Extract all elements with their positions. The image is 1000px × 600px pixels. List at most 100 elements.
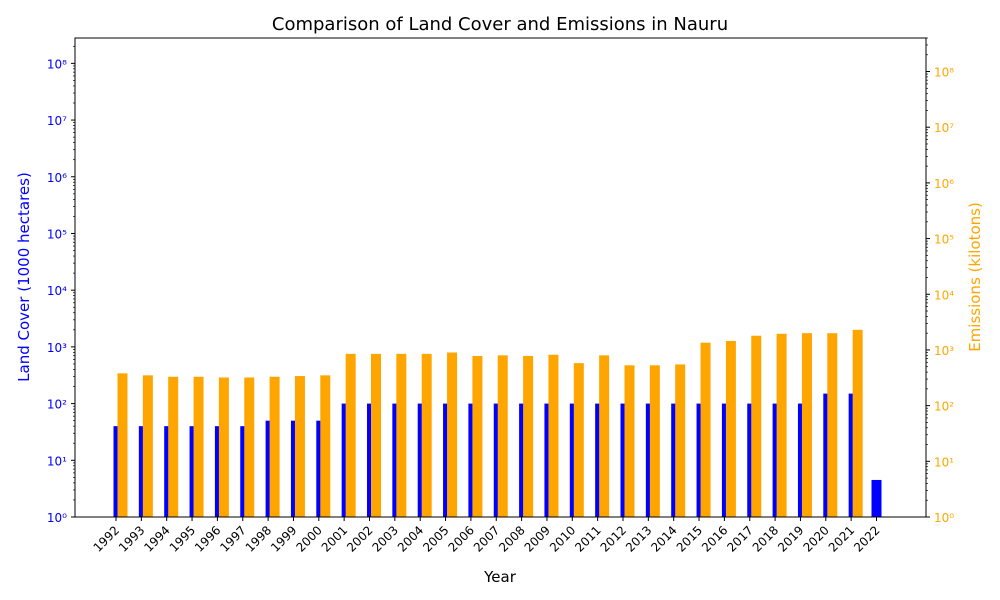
x-axis-tick-label: 2010 — [547, 523, 578, 554]
x-axis-tick-label: 2002 — [344, 523, 375, 554]
right-axis-tick-label: 10⁴ — [934, 288, 954, 302]
emissions-bar-2020 — [827, 333, 838, 517]
land-cover-bar-2002 — [367, 403, 372, 517]
x-axis-tick-label: 2008 — [496, 523, 527, 554]
land-cover-bar-2004 — [417, 403, 423, 517]
emissions-bar-2006 — [472, 355, 483, 517]
emissions-bar-2005 — [447, 352, 458, 517]
left-axis-tick-label: 10² — [47, 398, 67, 412]
right-axis-tick-label: 10² — [934, 400, 954, 414]
left-axis-tick-label: 10⁷ — [47, 114, 67, 128]
land-cover-bar-2022 — [871, 479, 882, 517]
emissions-bar-1994 — [168, 376, 179, 517]
land-cover-bar-2019 — [797, 403, 803, 517]
x-axis-tick-label: 2016 — [699, 523, 730, 554]
x-axis-tick-label: 2022 — [851, 523, 882, 554]
land-cover-bar-2001 — [341, 403, 347, 517]
x-axis-label: Year — [483, 568, 517, 586]
x-axis-tick-label: 1999 — [268, 523, 299, 554]
x-axis-tick-label: 2006 — [446, 523, 477, 554]
land-cover-bar-1993 — [138, 426, 144, 517]
x-axis-tick-label: 2020 — [800, 523, 831, 554]
right-axis-tick-label: 10⁷ — [934, 121, 954, 135]
land-cover-bar-2018 — [772, 403, 778, 517]
land-cover-bar-2014 — [671, 403, 677, 517]
x-axis-tick-label: 2014 — [648, 523, 679, 554]
emissions-bar-1998 — [269, 376, 280, 517]
x-axis-tick-label: 2017 — [724, 523, 755, 554]
land-cover-bars — [113, 393, 882, 517]
right-axis-tick-label: 10¹ — [934, 455, 954, 469]
left-axis-tick-label: 10⁰ — [47, 511, 67, 525]
emissions-bar-2000 — [320, 375, 331, 517]
right-axis-tick-label: 10⁰ — [934, 511, 954, 525]
land-cover-bar-1995 — [189, 426, 195, 517]
emissions-bar-1993 — [142, 375, 153, 517]
x-axis-tick-label: 1994 — [141, 523, 172, 554]
right-axis-ticks: 10⁰ 10¹ 10² 10³ 10⁴ 10⁵ 10⁶ 10⁷ 10⁸ — [926, 37, 954, 525]
left-axis-tick-label: 10⁴ — [47, 284, 67, 298]
emissions-bar-1995 — [193, 376, 204, 517]
emissions-bar-2010 — [573, 363, 584, 517]
emissions-bar-2011 — [599, 355, 610, 517]
emissions-bar-2017 — [751, 335, 762, 517]
land-cover-bar-2000 — [316, 420, 322, 517]
x-axis-tick-label: 1998 — [243, 523, 274, 554]
land-cover-bar-1999 — [290, 420, 296, 517]
left-axis-tick-label: 10⁶ — [47, 171, 67, 185]
right-axis-tick-label: 10³ — [934, 344, 954, 358]
x-axis-tick-label: 1993 — [116, 523, 147, 554]
land-cover-bar-1996 — [214, 426, 220, 517]
land-cover-bar-2012 — [620, 403, 626, 517]
x-axis-tick-label: 2013 — [623, 523, 654, 554]
land-cover-bar-2017 — [747, 403, 753, 517]
x-axis-tick-label: 2004 — [395, 523, 426, 554]
land-cover-bar-2011 — [595, 403, 601, 517]
x-axis-tick-label: 2019 — [775, 523, 806, 554]
emissions-bar-2015 — [700, 342, 711, 517]
emissions-bar-2002 — [371, 353, 381, 517]
x-axis-tick-label: 2001 — [319, 523, 350, 554]
x-axis-ticks: 1992199319941995199619971998199920002001… — [91, 517, 883, 555]
x-axis-tick-label: 2018 — [750, 523, 781, 554]
right-axis-label: Emissions (kilotons) — [966, 202, 984, 352]
left-axis-tick-label: 10⁵ — [47, 227, 67, 241]
x-axis-tick-label: 2000 — [293, 523, 324, 554]
land-cover-bar-2003 — [392, 403, 398, 517]
x-axis-tick-label: 1995 — [167, 523, 198, 554]
left-axis-ticks: 10⁰ 10¹ 10² 10³ 10⁴ 10⁵ 10⁶ 10⁷ 10⁸ — [47, 45, 75, 525]
right-axis-tick-label: 10⁸ — [934, 66, 954, 80]
emissions-bar-2016 — [725, 340, 736, 517]
land-cover-bar-2009 — [544, 403, 550, 517]
land-cover-bar-2007 — [493, 403, 499, 517]
left-axis-tick-label: 10⁸ — [47, 57, 67, 71]
land-cover-bar-2006 — [468, 403, 474, 517]
land-cover-bar-2016 — [721, 403, 727, 517]
emissions-bar-2007 — [497, 355, 508, 517]
emissions-bar-2003 — [396, 353, 407, 517]
land-cover-bar-1998 — [265, 420, 271, 517]
emissions-bars — [117, 329, 863, 517]
emissions-bar-2009 — [548, 354, 559, 517]
land-cover-bar-2010 — [569, 403, 575, 517]
chart-title: Comparison of Land Cover and Emissions i… — [272, 14, 728, 35]
left-axis-label: Land Cover (1000 hectares) — [15, 172, 33, 382]
x-axis-tick-label: 1997 — [217, 523, 248, 554]
emissions-bar-2012 — [624, 365, 635, 517]
right-axis-tick-label: 10⁶ — [934, 177, 954, 191]
emissions-bar-2004 — [421, 353, 432, 517]
emissions-bar-2018 — [776, 333, 787, 517]
land-cover-bar-1997 — [240, 426, 246, 517]
x-axis-tick-label: 1996 — [192, 523, 223, 554]
emissions-bar-2019 — [801, 333, 812, 517]
land-cover-bar-2021 — [848, 393, 854, 517]
right-axis-tick-label: 10⁵ — [934, 233, 954, 247]
x-axis-tick-label: 2015 — [674, 523, 705, 554]
x-axis-tick-label: 2003 — [369, 523, 400, 554]
land-cover-bar-2005 — [443, 403, 449, 517]
left-axis-tick-label: 10³ — [47, 341, 67, 355]
emissions-bar-1999 — [294, 376, 305, 517]
x-axis-tick-label: 2021 — [826, 523, 857, 554]
x-axis-tick-label: 1992 — [91, 523, 122, 554]
